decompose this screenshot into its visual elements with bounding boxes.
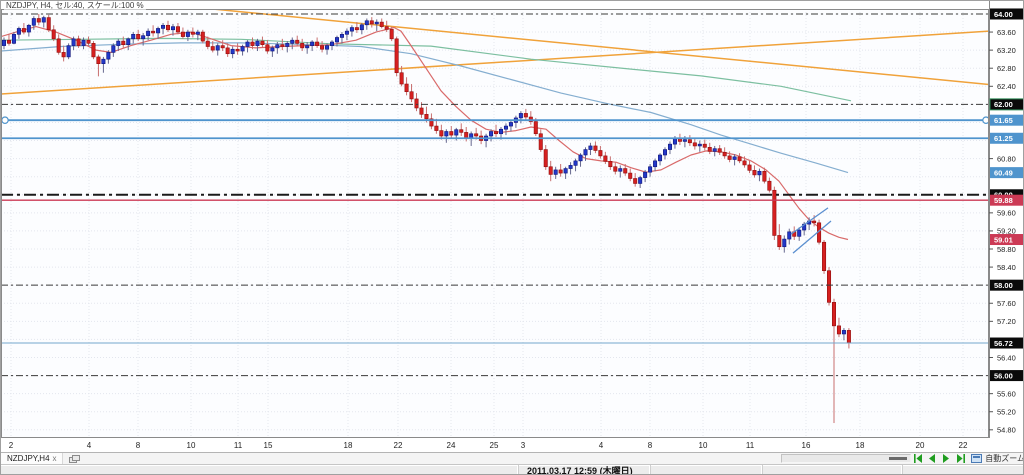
time-tick-label: 18 <box>344 441 353 450</box>
svg-text:61.25: 61.25 <box>994 134 1013 143</box>
jump-end-button[interactable] <box>954 454 966 464</box>
scrollbar-thumb[interactable] <box>889 457 908 460</box>
price-tick-label: 55.60 <box>997 389 1016 398</box>
price-level-label <box>989 98 1023 111</box>
price-chart[interactable]: 63.60 63.20 62.80 62.40 60.80 59.60 59.20 58.80… <box>1 1 1024 452</box>
chart-tab[interactable]: NZDJPY,H4 x <box>1 453 63 464</box>
svg-text:56.00: 56.00 <box>994 371 1013 380</box>
price-tick-label: 55.20 <box>997 408 1016 417</box>
chart-scrollbar[interactable] <box>781 454 912 463</box>
tab-close-icon[interactable]: x <box>52 453 57 463</box>
time-tick-label: 20 <box>916 441 925 450</box>
price-tick-label: 57.20 <box>997 317 1016 326</box>
svg-text:59.88: 59.88 <box>994 196 1013 205</box>
level-lines-layer[interactable] <box>1 13 989 377</box>
time-tick-label: 8 <box>136 441 141 450</box>
price-level-label <box>990 114 1023 126</box>
price-tick-label: 58.40 <box>997 263 1016 272</box>
fast-ma-red <box>1 26 849 241</box>
status-cell-empty <box>1 465 519 474</box>
time-tick-label: 10 <box>187 441 196 450</box>
time-tick-label: 8 <box>648 441 653 450</box>
price-tick-label: 63.20 <box>997 46 1016 55</box>
svg-text:58.00: 58.00 <box>994 281 1013 290</box>
svg-text:64.00: 64.00 <box>994 10 1013 19</box>
step-back-button[interactable] <box>926 454 938 464</box>
time-axis: 2 4 8 10 11 15 18 22 24 25 3 4 8 10 11 16 18 20 22 <box>9 441 968 450</box>
time-tick-label: 16 <box>802 441 811 450</box>
svg-text:59.01: 59.01 <box>994 235 1013 244</box>
price-tick-label: 57.60 <box>997 299 1016 308</box>
price-tick-label: 62.40 <box>997 82 1016 91</box>
status-cell <box>763 465 903 474</box>
time-tick-label: 11 <box>234 441 243 450</box>
grid-layer <box>1 9 989 438</box>
line-endpoint-handle[interactable] <box>1 116 9 124</box>
status-cell <box>903 465 1023 474</box>
mid-ma-blue <box>1 42 849 174</box>
price-tick-label: 54.80 <box>997 426 1016 435</box>
svg-text:56.72: 56.72 <box>994 339 1013 348</box>
price-level-label <box>990 194 1023 206</box>
svg-text:60.49: 60.49 <box>994 168 1013 177</box>
step-forward-button[interactable] <box>940 454 952 464</box>
price-tick-label: 59.60 <box>997 209 1016 218</box>
trendlines-layer[interactable] <box>1 1 989 95</box>
price-tick-label: 56.40 <box>997 353 1016 362</box>
price-level-label <box>990 8 1023 20</box>
time-tick-label: 4 <box>87 441 92 450</box>
price-tick-label: 60.80 <box>997 154 1016 163</box>
time-tick-label: 22 <box>394 441 403 450</box>
time-tick-label: 22 <box>959 441 968 450</box>
price-axis: 63.60 63.20 62.80 62.40 60.80 59.60 59.20 58.80… <box>989 1 1023 452</box>
auto-zoom-label[interactable]: 自動ズーム <box>985 454 1024 463</box>
new-window-icon[interactable] <box>68 454 80 463</box>
status-datetime: 2011.03.17 12:59 (木曜日) <box>527 466 633 475</box>
price-tick-label: 58.80 <box>997 245 1016 254</box>
pennant-lines-layer[interactable] <box>790 207 832 254</box>
price-tick-label: 59.20 <box>997 227 1016 236</box>
chart-nav-controls: 自動ズーム <box>781 453 1024 464</box>
price-level-label <box>990 337 1023 349</box>
time-tick-label: 25 <box>490 441 499 450</box>
time-tick-label: 15 <box>264 441 273 450</box>
price-level-label <box>990 167 1023 179</box>
time-tick-label: 3 <box>521 441 526 450</box>
time-tick-label: 2 <box>9 441 14 450</box>
price-level-label <box>990 132 1023 144</box>
time-tick-label: 18 <box>856 441 865 450</box>
time-tick-label: 11 <box>746 441 755 450</box>
price-tick-label: 63.60 <box>997 28 1016 37</box>
monitor-icon[interactable] <box>971 454 983 463</box>
status-cell <box>651 465 763 474</box>
status-bar: 2011.03.17 12:59 (木曜日) <box>1 464 1023 475</box>
jump-start-button[interactable] <box>912 454 924 464</box>
svg-text:62.00: 62.00 <box>994 100 1013 109</box>
chart-tab-bar: NZDJPY,H4 x 自動ズーム <box>1 452 1024 464</box>
time-tick-label: 10 <box>699 441 708 450</box>
plot-area[interactable] <box>1 9 989 438</box>
time-tick-label: 24 <box>447 441 456 450</box>
tab-label: NZDJPY,H4 <box>7 454 50 463</box>
price-level-label <box>990 370 1023 382</box>
price-level-label <box>990 279 1023 291</box>
chart-title: NZDJPY, H4, セル:40, スケール:100 % <box>4 1 146 10</box>
status-cell-datetime: 2011.03.17 12:59 (木曜日) <box>519 465 651 475</box>
price-tick-label: 62.80 <box>997 64 1016 73</box>
svg-text:61.65: 61.65 <box>994 116 1013 125</box>
plot-border <box>1 9 989 438</box>
price-level-label <box>990 234 1023 246</box>
time-tick-label: 4 <box>599 441 604 450</box>
